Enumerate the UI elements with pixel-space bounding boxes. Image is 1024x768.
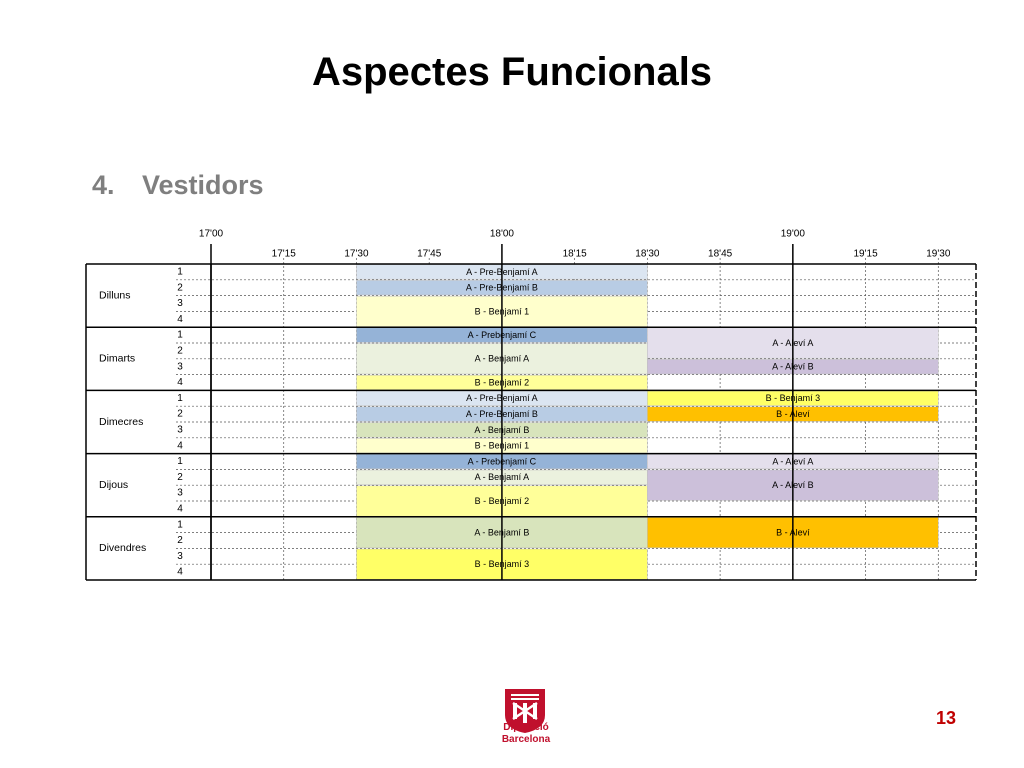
room-number: 2: [177, 282, 183, 293]
booking-label: A - Pre-Benjamí A: [466, 393, 538, 403]
booking-label: A - Pre-Benjamí B: [466, 409, 538, 419]
room-number: 4: [177, 440, 183, 451]
minor-time-label: 18'30: [635, 249, 660, 260]
room-number: 1: [177, 330, 183, 341]
day-label: Dimecres: [99, 416, 143, 428]
logo-line-2: Barcelona: [501, 734, 551, 745]
booking-label: A - Aleví A: [772, 456, 813, 466]
page-number: 13: [936, 708, 957, 728]
minor-time-label: 19'15: [853, 249, 878, 260]
booking-label: B - Benjamí 2: [475, 377, 530, 387]
booking-label: A - Pre-Benjamí B: [466, 283, 538, 293]
room-number: 3: [177, 361, 183, 372]
booking-label: A - Benjamí B: [474, 425, 529, 435]
room-number: 4: [177, 377, 183, 388]
minor-time-label: 17'45: [417, 249, 442, 260]
booking-label: A - Pre-Benjamí A: [466, 267, 538, 277]
booking-label: B - Benjamí 2: [475, 496, 530, 506]
booking-label: B - Benjamí 1: [475, 306, 530, 316]
day-label: Dilluns: [99, 289, 131, 301]
logo-line-1: Diputació: [503, 722, 549, 733]
major-time-label: 18'00: [490, 229, 515, 240]
booking-label: A - Benjamí B: [474, 527, 529, 537]
logo-caption: Diputació Barcelona: [476, 722, 576, 746]
major-time-label: 17'00: [199, 229, 224, 240]
section-title: Vestidors: [142, 170, 264, 200]
booking-label: A - Aleví B: [772, 362, 814, 372]
section-heading: 4. Vestidors: [92, 170, 264, 201]
booking-label: A - Aleví A: [772, 338, 813, 348]
booking-label: B - Aleví: [776, 527, 810, 537]
minor-time-label: 17'30: [344, 249, 369, 260]
day-label: Dimarts: [99, 353, 135, 365]
room-number: 1: [177, 267, 183, 278]
booking-label: A - Prebenjamí C: [468, 330, 537, 340]
schedule-labels: 17'00 18'00 19'00 17'15 17'30 17'45 18'15 18'30…: [99, 229, 951, 578]
booking-label: A - Benjamí A: [475, 472, 530, 482]
booking-label: B - Aleví: [776, 409, 810, 419]
room-number: 2: [177, 472, 183, 483]
booking-label: A - Benjamí A: [475, 354, 530, 364]
room-number: 3: [177, 551, 183, 562]
minor-time-label: 19'30: [926, 249, 951, 260]
booking-label: B - Benjamí 1: [475, 441, 530, 451]
slide-title: Aspectes Funcionals: [311, 50, 713, 94]
section-number: 4.: [92, 170, 115, 200]
room-number: 4: [177, 314, 183, 325]
room-number: 3: [177, 298, 183, 309]
room-number: 4: [177, 567, 183, 578]
room-number: 2: [177, 535, 183, 546]
room-number: 1: [177, 456, 183, 467]
booking-label: B - Benjamí 3: [475, 559, 530, 569]
room-number: 1: [177, 519, 183, 530]
major-time-label: 19'00: [781, 229, 806, 240]
room-number: 3: [177, 425, 183, 436]
minor-time-label: 18'15: [563, 249, 588, 260]
schedule-lines: [85, 244, 977, 581]
day-label: Dijous: [99, 479, 128, 491]
room-number: 2: [177, 409, 183, 420]
room-number: 4: [177, 504, 183, 515]
day-label: Divendres: [99, 542, 146, 554]
locker-room-schedule: 17'00 18'00 19'00 17'15 17'30 17'45 18'15 18'30…: [85, 229, 977, 581]
booking-label: A - Prebenjamí C: [468, 456, 537, 466]
minor-time-label: 18'45: [708, 249, 733, 260]
diputacio-barcelona-logo-icon: [505, 689, 545, 733]
room-number: 2: [177, 346, 183, 357]
room-number: 1: [177, 393, 183, 404]
room-number: 3: [177, 488, 183, 499]
booking-label: A - Aleví B: [772, 480, 814, 490]
minor-time-label: 17'15: [272, 249, 297, 260]
booking-label: B - Benjamí 3: [766, 393, 821, 403]
